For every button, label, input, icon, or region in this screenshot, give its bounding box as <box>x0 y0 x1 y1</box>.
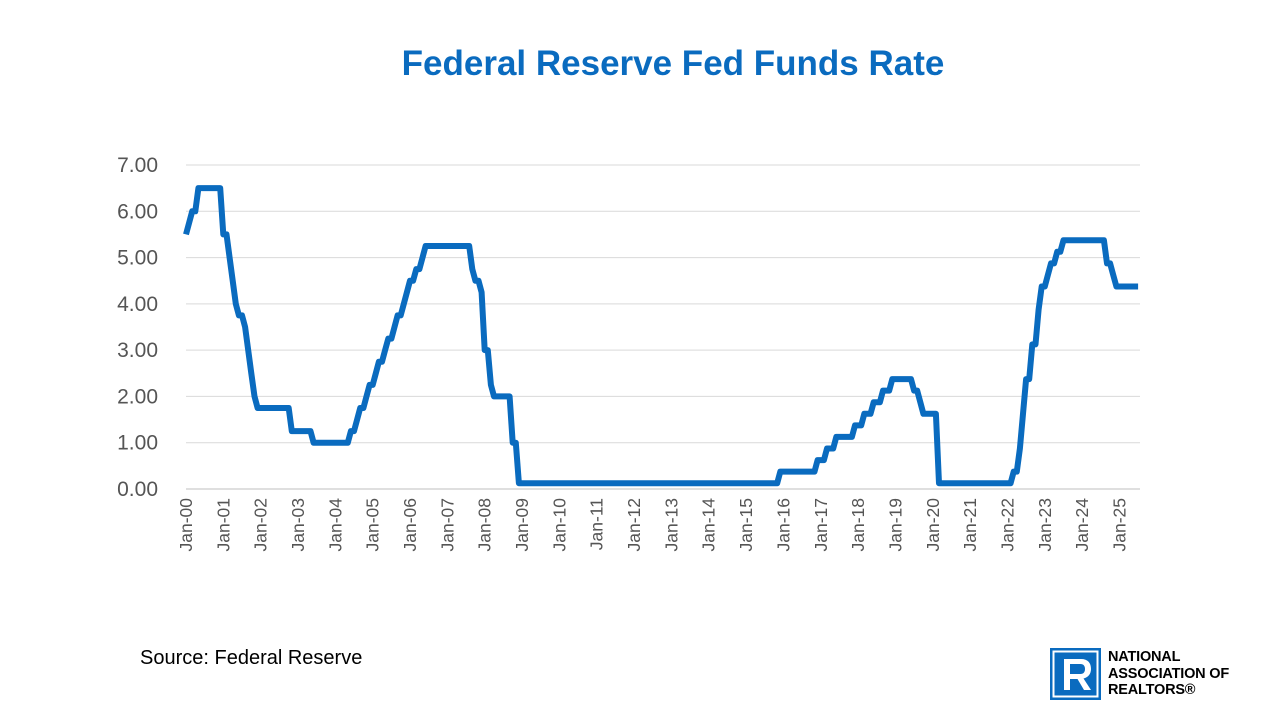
x-tick-label: Jan-17 <box>811 498 831 552</box>
x-tick-label: Jan-19 <box>885 498 905 552</box>
x-tick-label: Jan-10 <box>549 498 569 552</box>
x-tick-label: Jan-03 <box>288 498 308 552</box>
y-tick-label: 5.00 <box>117 247 158 270</box>
x-tick-label: Jan-15 <box>736 498 756 552</box>
x-tick-label: Jan-22 <box>997 498 1017 552</box>
series-layer <box>183 185 1139 487</box>
x-tick-label: Jan-21 <box>960 498 980 552</box>
x-tick-label: Jan-20 <box>923 498 943 552</box>
x-tick-label: Jan-12 <box>624 498 644 552</box>
source-note: Source: Federal Reserve <box>140 647 363 669</box>
x-axis-ticks: Jan-00 Jan-01 Jan-02 Jan-03 Jan-04 Jan-05 Jan-… <box>176 498 1129 552</box>
x-tick-label: Jan-06 <box>400 498 420 552</box>
x-tick-label: Jan-25 <box>1109 498 1129 552</box>
x-tick-label: Jan-08 <box>475 498 495 552</box>
y-tick-label: 1.00 <box>117 432 158 455</box>
x-tick-label: Jan-16 <box>773 498 793 552</box>
x-tick-label: Jan-04 <box>325 498 345 552</box>
realtors-logo: NATIONAL ASSOCIATION OF REALTORS® <box>1050 648 1275 702</box>
x-tick-label: Jan-09 <box>512 498 532 552</box>
x-tick-label: Jan-05 <box>363 498 383 552</box>
x-tick-label: Jan-07 <box>437 498 457 552</box>
y-tick-label: 3.00 <box>117 339 158 362</box>
x-tick-label: Jan-23 <box>1035 498 1055 552</box>
x-tick-label: Jan-00 <box>176 498 196 552</box>
x-tick-label: Jan-01 <box>213 498 233 552</box>
logo-line-3: REALTORS® <box>1108 682 1196 698</box>
x-tick-label: Jan-24 <box>1072 498 1092 552</box>
x-tick-label: Jan-18 <box>848 498 868 552</box>
x-tick-label: Jan-02 <box>251 498 271 552</box>
y-tick-label: 7.00 <box>117 154 158 177</box>
logo-line-1: NATIONAL <box>1108 649 1181 665</box>
x-tick-label: Jan-11 <box>587 498 607 550</box>
y-tick-label: 2.00 <box>117 385 158 408</box>
series-line-fed-funds-rate <box>183 185 1139 487</box>
y-tick-label: 0.00 <box>117 478 158 501</box>
chart-title: Federal Reserve Fed Funds Rate <box>401 44 945 83</box>
realtors-r-logo-icon <box>1050 648 1101 700</box>
x-tick-label: Jan-14 <box>699 498 719 552</box>
x-tick-label: Jan-13 <box>661 498 681 552</box>
y-tick-label: 4.00 <box>117 293 158 316</box>
y-axis-ticks: 0.00 1.00 2.00 3.00 4.00 5.00 6.00 7.00 <box>117 154 158 501</box>
logo-line-2: ASSOCIATION OF <box>1108 665 1229 682</box>
organization-name: NATIONAL ASSOCIATION OF REALTORS® <box>1108 649 1229 699</box>
y-tick-label: 6.00 <box>117 200 158 223</box>
